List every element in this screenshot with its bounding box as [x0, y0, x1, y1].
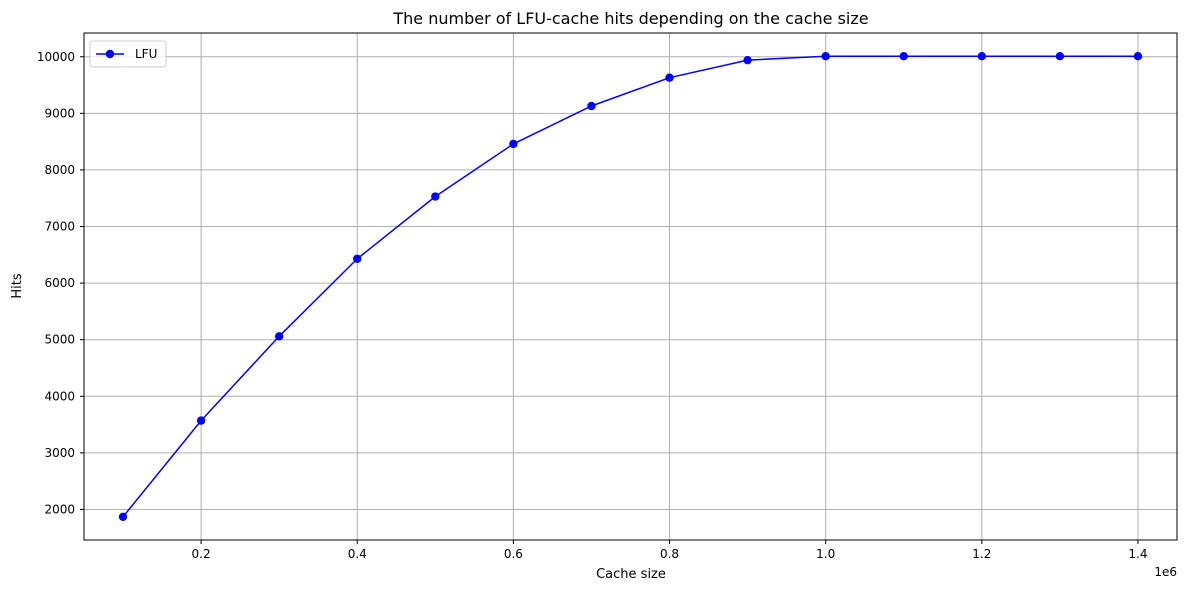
y-tick-label: 10000: [37, 50, 75, 64]
x-axis-label: Cache size: [596, 567, 666, 582]
x-axis-offset-label: 1e6: [1154, 565, 1177, 579]
data-point: [821, 51, 830, 61]
data-point: [977, 51, 987, 61]
data-point: [274, 332, 284, 341]
x-tick-label: 1.4: [1128, 547, 1147, 561]
data-point: [899, 51, 908, 61]
series-line-lfu: [122, 55, 1138, 518]
y-tick-label: 7000: [44, 220, 75, 234]
data-point: [118, 512, 128, 522]
x-tick-label: 0.6: [504, 547, 523, 561]
x-tick-label: 0.8: [660, 547, 679, 561]
y-tick-label: 9000: [44, 106, 75, 120]
grid-lines: [84, 33, 1177, 540]
axis-ticks: 0.2 0.4 0.6 0.8 1.0 1.2 1.4 2000 3000 4000 5000 600…: [37, 50, 1148, 561]
x-tick-label: 1.0: [816, 547, 835, 561]
y-tick-label: 4000: [44, 389, 75, 403]
legend-marker-swatch: [105, 49, 115, 59]
x-tick-label: 0.2: [192, 547, 211, 561]
chart-title: The number of LFU-cache hits depending o…: [392, 9, 868, 28]
data-point: [353, 254, 362, 263]
legend-box: [89, 40, 167, 68]
data-point: [431, 192, 440, 201]
y-axis-label: Hits: [10, 273, 25, 298]
data-point: [1133, 51, 1143, 61]
data-point: [1055, 51, 1065, 61]
x-tick-label: 0.4: [348, 547, 367, 561]
plot-area-frame: [83, 32, 1178, 541]
data-point: [509, 139, 518, 149]
y-tick-label: 6000: [44, 276, 75, 290]
y-tick-label: 2000: [44, 502, 75, 516]
x-tick-label: 1.2: [972, 547, 991, 561]
data-point: [665, 73, 674, 82]
data-point: [196, 416, 206, 425]
series-layer: [118, 51, 1143, 522]
data-point: [587, 101, 596, 111]
data-point: [743, 55, 752, 65]
y-tick-label: 3000: [44, 446, 75, 460]
legend: LFU: [89, 40, 167, 68]
y-tick-label: 8000: [44, 163, 75, 177]
legend-label-lfu: LFU: [135, 47, 157, 61]
y-tick-label: 5000: [44, 333, 75, 347]
